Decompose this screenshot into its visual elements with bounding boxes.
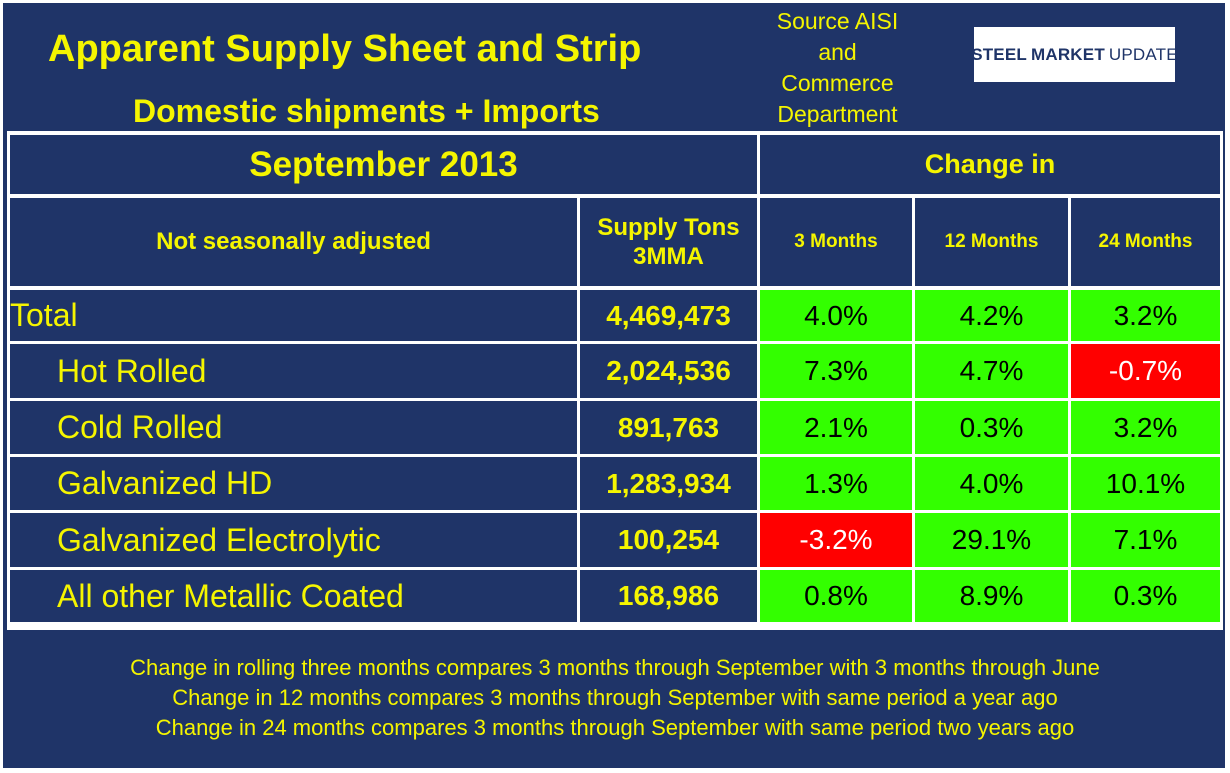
row-label: All other Metallic Coated bbox=[57, 577, 404, 614]
column-header-supply-line: Supply Tons bbox=[597, 214, 740, 241]
logo-word: MARKET bbox=[1030, 44, 1105, 64]
grid-line bbox=[7, 510, 1223, 513]
row-label: Galvanized Electrolytic bbox=[57, 521, 381, 558]
column-header-3-months: 3 Months bbox=[760, 198, 912, 286]
change-m3-value: 1.3% bbox=[760, 457, 912, 510]
change-m12-value: 0.3% bbox=[915, 401, 1068, 454]
change-m24-value: 3.2% bbox=[1071, 290, 1220, 341]
column-header-supply: Supply Tons 3MMA bbox=[580, 198, 757, 286]
change-m3-value: -3.2% bbox=[760, 513, 912, 567]
grid-line bbox=[7, 131, 10, 626]
supply-tons-value: 2,024,536 bbox=[606, 355, 731, 386]
supply-tons-value: 1,283,934 bbox=[606, 467, 731, 499]
column-header-24-months: 24 Months bbox=[1071, 198, 1220, 286]
logo-word: STEEL bbox=[971, 44, 1027, 64]
change-m24-value: 0.3% bbox=[1071, 570, 1220, 622]
grid-line bbox=[1068, 196, 1071, 626]
change-m24-value: 7.1% bbox=[1071, 513, 1220, 567]
source-note: Source AISI and Commerce Department bbox=[765, 6, 910, 130]
row-label: Hot Rolled bbox=[57, 352, 207, 389]
grid-line bbox=[7, 567, 1223, 570]
grid-line bbox=[1220, 131, 1223, 626]
change-m24-value: -0.7% bbox=[1071, 344, 1220, 398]
page-subtitle: Domestic shipments + Imports bbox=[133, 93, 600, 129]
column-header-label: Not seasonally adjusted bbox=[10, 198, 577, 286]
supply-tons-value: 168,986 bbox=[617, 580, 720, 611]
steel-market-update-logo: STEEL MARKET UPDATE bbox=[971, 27, 1178, 82]
grid-line bbox=[577, 196, 580, 626]
page-title: Apparent Supply Sheet and Strip bbox=[48, 28, 642, 70]
grid-line bbox=[7, 194, 1223, 198]
change-m12-value: 8.9% bbox=[915, 570, 1068, 622]
change-in-header: Change in bbox=[760, 135, 1220, 194]
change-m12-value: 29.1% bbox=[915, 513, 1068, 567]
change-m12-value: 4.2% bbox=[915, 290, 1068, 341]
grid-line bbox=[7, 398, 1223, 401]
change-m3-value: 7.3% bbox=[760, 344, 912, 398]
change-m24-value: 3.2% bbox=[1071, 401, 1220, 454]
grid-line bbox=[7, 286, 1223, 290]
change-m3-value: 2.1% bbox=[760, 401, 912, 454]
grid-line bbox=[912, 196, 915, 626]
supply-tons-value: 891,763 bbox=[617, 411, 720, 443]
grid-line bbox=[7, 454, 1223, 457]
source-line: Source AISI bbox=[776, 8, 899, 34]
footnote: Change in 24 months compares 3 months th… bbox=[155, 715, 1075, 740]
source-line: Department bbox=[777, 101, 898, 127]
grid-line bbox=[7, 341, 1223, 344]
change-m3-value: 4.0% bbox=[760, 290, 912, 341]
supply-tons-value: 4,469,473 bbox=[606, 299, 731, 331]
change-m12-value: 4.0% bbox=[915, 457, 1068, 510]
column-header-supply-line: 3MMA bbox=[633, 243, 704, 270]
grid-line bbox=[7, 622, 1223, 630]
footnotes: Change in rolling three months compares … bbox=[7, 631, 1223, 743]
change-m24-value: 10.1% bbox=[1071, 457, 1220, 510]
row-label: Total bbox=[10, 297, 78, 333]
supply-tons-value: 100,254 bbox=[617, 524, 720, 555]
change-m3-value: 0.8% bbox=[760, 570, 912, 622]
row-label: Galvanized HD bbox=[57, 465, 273, 501]
footnote: Change in rolling three months compares … bbox=[130, 655, 1100, 680]
source-line: and bbox=[818, 39, 857, 65]
grid-line bbox=[757, 131, 760, 626]
grid-line bbox=[7, 131, 1223, 135]
column-header-12-months: 12 Months bbox=[915, 198, 1068, 286]
footnote: Change in 12 months compares 3 months th… bbox=[172, 685, 1058, 710]
source-line: Commerce bbox=[781, 70, 894, 96]
row-label: Cold Rolled bbox=[57, 409, 223, 445]
change-m12-value: 4.7% bbox=[915, 344, 1068, 398]
period-header: September 2013 bbox=[10, 135, 757, 194]
logo-word: UPDATE bbox=[1108, 44, 1178, 64]
